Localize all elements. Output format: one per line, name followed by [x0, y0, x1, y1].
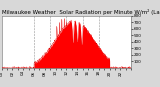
Text: Milwaukee Weather  Solar Radiation per Minute W/m² (Last 24 Hours): Milwaukee Weather Solar Radiation per Mi… — [2, 9, 160, 15]
